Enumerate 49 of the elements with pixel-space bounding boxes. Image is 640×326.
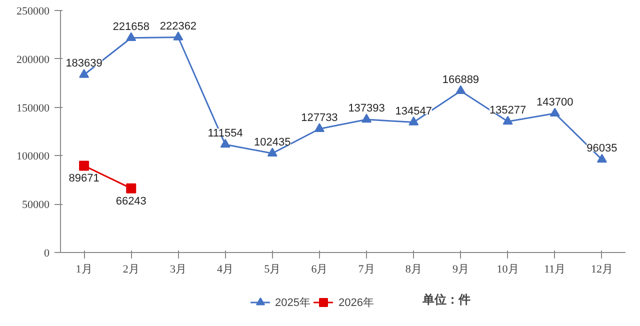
y-tick-label: 0 xyxy=(44,248,50,260)
data-label: 137393 xyxy=(348,102,385,115)
y-tick-label: 150000 xyxy=(16,102,50,114)
point xyxy=(220,138,230,148)
x-tick-label: 3月 xyxy=(170,264,186,276)
x-tick-label: 8月 xyxy=(405,264,422,276)
x-tick-label: 5月 xyxy=(264,264,281,276)
data-label: 134547 xyxy=(395,105,432,118)
x-tick-label: 9月 xyxy=(452,264,469,276)
point xyxy=(362,114,372,123)
data-label: 89671 xyxy=(68,172,100,185)
data-label: 166889 xyxy=(442,74,480,86)
point xyxy=(314,123,324,132)
legend-label: 2026年 xyxy=(338,296,374,310)
point xyxy=(126,32,136,42)
x-tick-label: 6月 xyxy=(311,264,328,276)
data-label: 127733 xyxy=(301,112,338,124)
data-label: 143700 xyxy=(536,96,574,108)
data-label: 183639 xyxy=(66,58,102,70)
point xyxy=(173,32,184,40)
y-tick-label: 200000 xyxy=(16,54,50,66)
x-tick-label: 12月 xyxy=(590,264,613,276)
y-tick-label: 50000 xyxy=(22,199,50,212)
x-tick-label: 11月 xyxy=(544,264,566,276)
x-tick-label: 4月 xyxy=(217,264,234,276)
point xyxy=(79,160,90,171)
point xyxy=(456,85,466,94)
point xyxy=(79,69,90,78)
point xyxy=(550,108,560,116)
data-label: 96035 xyxy=(586,142,618,155)
x-tick-label: 10月 xyxy=(496,264,519,276)
data-label: 222362 xyxy=(160,20,197,32)
data-label: 66243 xyxy=(116,195,146,208)
x-tick-label: 7月 xyxy=(358,264,375,276)
point xyxy=(502,116,513,125)
point xyxy=(126,183,136,194)
point xyxy=(596,154,607,163)
data-label: 221658 xyxy=(112,20,150,33)
data-label: 102435 xyxy=(254,136,291,148)
y-tick-label: 100000 xyxy=(16,150,50,163)
x-tick-label: 1月 xyxy=(76,264,92,276)
data-label: 135277 xyxy=(489,104,526,117)
point xyxy=(267,148,278,156)
x-tick-label: 2月 xyxy=(122,264,140,276)
point xyxy=(408,116,419,126)
y-tick-label: 250000 xyxy=(16,6,50,18)
legend-label: 2025年 xyxy=(275,296,310,310)
data-label: 111554 xyxy=(208,128,243,140)
text: 单位：件 xyxy=(421,292,470,306)
